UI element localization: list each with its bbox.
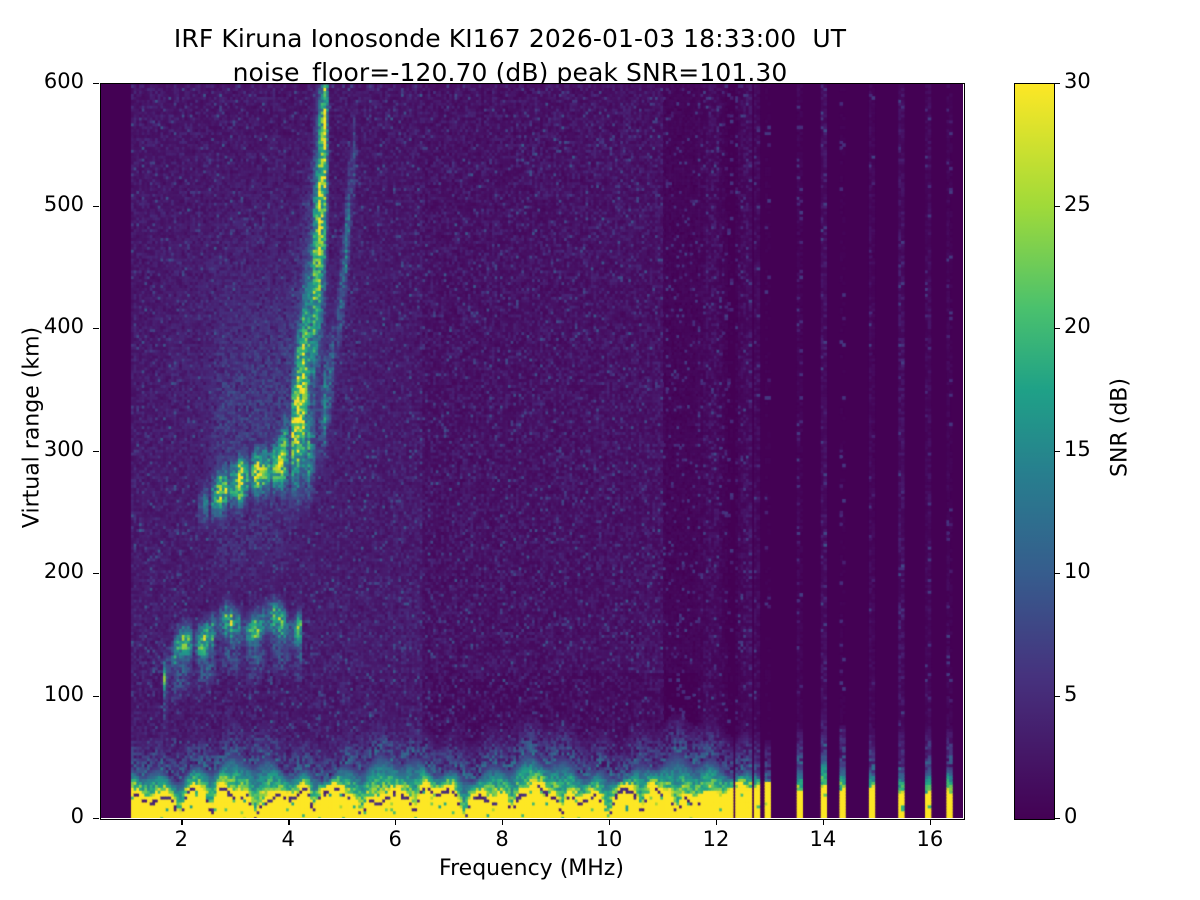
x-tick-label: 4 [281, 827, 295, 851]
colorbar-tick-label: 0 [1064, 804, 1078, 828]
y-tick-label: 200 [43, 559, 84, 583]
y-tick-mark [93, 205, 99, 207]
x-tick-label: 2 [174, 827, 188, 851]
colorbar-tick-mark [1054, 818, 1060, 820]
colorbar-tick-label: 15 [1064, 436, 1091, 461]
x-tick-mark [288, 819, 290, 825]
colorbar-tick-label: 10 [1064, 559, 1091, 583]
colorbar-tick-mark [1054, 573, 1060, 575]
colorbar-tick-label: 5 [1064, 681, 1078, 706]
y-tick-label: 600 [43, 69, 84, 93]
x-tick-mark [715, 819, 718, 825]
colorbar-tick-mark [1054, 205, 1060, 207]
x-tick-mark [822, 819, 825, 825]
x-axis-label: Frequency (MHz) [439, 856, 624, 881]
x-tick-mark [929, 819, 932, 825]
y-tick-mark [93, 695, 99, 697]
ionogram-plot-area[interactable] [100, 83, 963, 818]
x-tick-label: 10 [595, 827, 623, 851]
x-tick-mark [502, 819, 504, 825]
y-tick-label: 300 [43, 436, 84, 461]
y-tick-label: 400 [43, 314, 84, 338]
y-tick-mark [93, 818, 99, 820]
x-tick-mark [395, 819, 397, 825]
x-tick-label: 6 [388, 827, 402, 851]
y-tick-label: 100 [43, 681, 84, 706]
y-axis-label: Virtual range (km) [19, 326, 45, 529]
colorbar-tick-mark [1054, 450, 1060, 452]
colorbar-tick-mark [1054, 83, 1060, 85]
colorbar-tick-label: 30 [1064, 69, 1091, 93]
x-tick-label: 12 [702, 827, 730, 851]
colorbar[interactable] [1014, 83, 1055, 820]
x-tick-label: 8 [495, 827, 509, 851]
colorbar-tick-label: 20 [1064, 314, 1091, 338]
x-tick-label: 14 [809, 827, 837, 851]
y-tick-label: 0 [70, 804, 84, 828]
figure-title: IRF Kiruna Ionosonde KI167 2026-01-03 18… [0, 22, 1020, 90]
colorbar-tick-mark [1054, 328, 1060, 330]
colorbar-tick-mark [1054, 695, 1060, 697]
y-tick-mark [93, 573, 99, 575]
x-tick-mark [609, 819, 611, 825]
y-tick-label: 500 [43, 191, 84, 216]
ionogram-heatmap[interactable] [100, 83, 963, 818]
title-line-1: IRF Kiruna Ionosonde KI167 2026-01-03 18… [173, 24, 847, 53]
y-tick-mark [93, 450, 99, 452]
y-tick-mark [93, 83, 99, 85]
colorbar-label: SNR (dB) [1107, 378, 1133, 477]
x-tick-label: 16 [916, 827, 944, 851]
colorbar-tick-label: 25 [1064, 191, 1091, 216]
x-tick-mark [181, 819, 183, 825]
y-tick-mark [93, 328, 99, 330]
title-line-2: noise_floor=-120.70 (dB) peak SNR=101.30 [232, 58, 788, 87]
